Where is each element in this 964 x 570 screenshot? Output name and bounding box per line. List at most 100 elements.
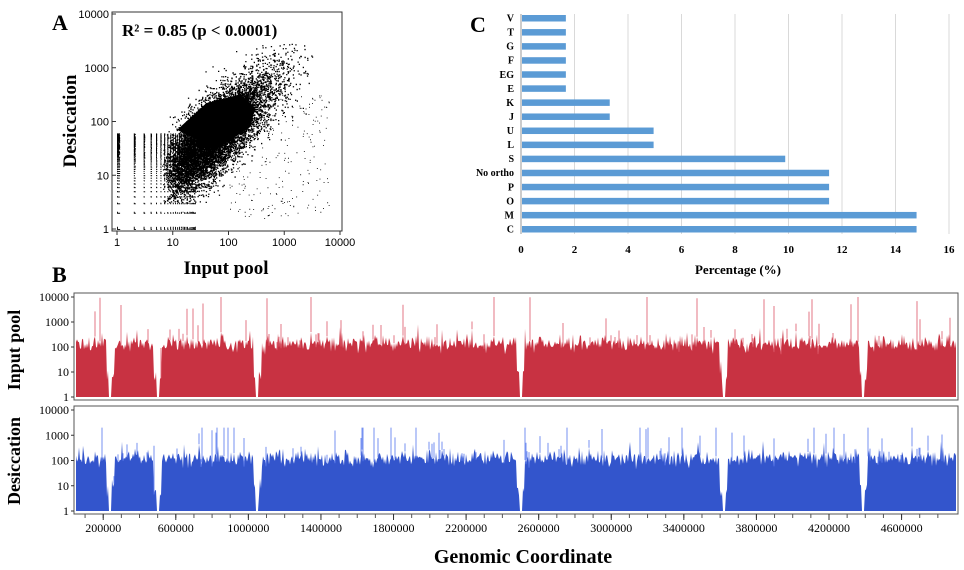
panel-c-x-tick-label: 10: [783, 244, 795, 256]
panel-a-x-ticks: 1 10 100 1000 10000: [114, 231, 355, 249]
panel-c-bar: [522, 211, 917, 219]
panel-b-x-tick-label: 3800000: [735, 521, 777, 535]
panel-c-bar: [522, 71, 566, 78]
panel-c-gridlines: [574, 14, 950, 234]
panel-a-y-axis-title: Desiccation: [60, 74, 81, 167]
panel-b-y-tick-label: 1: [63, 504, 69, 518]
panel-c-bar: [522, 127, 654, 135]
panel-c-category-label: T: [507, 28, 514, 39]
panel-b-x-tick-label: 3400000: [663, 521, 705, 535]
panel-c-bar: [522, 43, 566, 50]
panel-b-y-tick-label: 100: [51, 454, 69, 468]
panel-b-y-tick-label: 100: [51, 340, 69, 354]
panel-a-x-axis-title: Input pool: [183, 258, 268, 279]
panel-c-bar: [522, 29, 566, 36]
panel-c-bar: [522, 183, 830, 191]
panel-a-discrete-points: [117, 133, 196, 230]
panel-c-category-label: K: [506, 98, 514, 109]
panel-b-x-tick-label: 1000000: [227, 521, 269, 535]
panel-c-x-axis-title: Percentage (%): [695, 262, 781, 277]
panel-a-y-tick-label: 1000: [85, 63, 109, 75]
panel-c-bar: [522, 57, 566, 64]
panel-c-category-label: EG: [500, 70, 515, 81]
panel-c-x-tick-label: 12: [837, 244, 849, 256]
panel-c-letter: C: [470, 12, 486, 37]
panel-c-category-label: No ortho: [476, 168, 514, 179]
panel-c-category-label: M: [505, 210, 515, 221]
panel-b-y-tick-label: 1: [63, 390, 69, 404]
panel-c-category-label: F: [508, 56, 514, 67]
panel-b-x-tick-label: 4200000: [808, 521, 850, 535]
panel-b-desiccation-track: [76, 441, 956, 511]
panel-b-x-axis-title: Genomic Coordinate: [434, 546, 612, 568]
panel-a-x-tick-label: 10000: [325, 237, 356, 249]
panel-c-bars: [522, 15, 917, 233]
panel-c-x-tick-label: 0: [518, 244, 524, 256]
panel-c-category-label: P: [508, 182, 514, 193]
panel-b-input-pool-spikes: [94, 297, 951, 378]
panel-c-bar: [522, 99, 610, 106]
panel-c-bar: [522, 85, 566, 92]
panel-b-letter: B: [52, 262, 67, 287]
panel-c-category-label: S: [508, 154, 514, 165]
panel-c-x-ticks: 0 2 4 6 8 10 12 14 16: [518, 244, 955, 256]
panel-a-x-tick-label: 10: [167, 237, 179, 249]
panel-a-x-tick-label: 100: [219, 237, 237, 249]
panel-b-bottom-y-axis-title: Desiccation: [4, 417, 24, 505]
panel-c-category-label: L: [507, 140, 514, 151]
panel-c-x-tick-label: 6: [679, 244, 685, 256]
panel-c-bar: [522, 155, 786, 163]
panel-c-x-tick-label: 16: [944, 244, 956, 256]
panel-c-category-label: O: [506, 196, 514, 207]
panel-c-category-label: J: [509, 112, 514, 123]
panel-b-y-tick-label: 1000: [45, 428, 69, 442]
panel-c-category-label: V: [507, 14, 515, 25]
panel-b-y-tick-label: 10000: [39, 290, 69, 304]
panel-b-x-tick-label: 1400000: [300, 521, 342, 535]
panel-b-x-ticks: 200000 600000 1000000 1400000 1800000 2200000…: [84, 514, 939, 535]
panel-c-bar: [522, 141, 654, 149]
panel-a-y-tick-label: 10000: [78, 9, 109, 21]
panel-b-input-pool-track: [76, 324, 956, 397]
panel-a-y-tick-label: 100: [91, 117, 109, 129]
panel-b-top-y-ticks: 10000 1000 100 10 1: [39, 290, 74, 404]
panel-c-category-label: C: [507, 225, 514, 236]
panel-b-top-y-axis-title: Input pool: [4, 310, 24, 391]
panel-b-x-tick-label: 200000: [85, 521, 121, 535]
panel-a-y-tick-label: 10: [97, 170, 109, 182]
panel-a-x-tick-label: 1: [114, 237, 120, 249]
panel-c-x-tick-label: 2: [572, 244, 578, 256]
panel-a-x-tick-label: 1000: [272, 237, 296, 249]
panel-a-y-tick-label: 1: [103, 224, 109, 236]
panel-b-x-tick-label: 4600000: [881, 521, 923, 535]
panel-c-bar: [522, 226, 917, 233]
panel-b-x-tick-label: 3000000: [590, 521, 632, 535]
panel-c-bar: [522, 113, 610, 120]
panel-a-y-ticks: 1 10 100 1000 10000: [78, 9, 116, 236]
panel-b-bottom-y-ticks: 10000 1000 100 10 1: [39, 403, 74, 518]
panel-b-desiccation-spikes: [101, 427, 943, 495]
panel-c-bar: [522, 169, 830, 177]
panel-a-dense-core: [177, 94, 256, 150]
panel-b-y-tick-label: 10: [57, 479, 69, 493]
panel-c-x-tick-label: 8: [732, 244, 738, 256]
panel-b-x-tick-label: 600000: [158, 521, 194, 535]
panel-c-category-label: U: [507, 126, 514, 137]
panel-a-r2-annotation: R² = 0.85 (p < 0.0001): [122, 21, 277, 40]
panel-a-letter: A: [52, 10, 68, 35]
panel-b-x-tick-label: 2200000: [445, 521, 487, 535]
panel-c-bar: [522, 15, 566, 22]
panel-b-y-tick-label: 10: [57, 365, 69, 379]
panel-c-bar: [522, 197, 830, 205]
panel-c-x-tick-label: 14: [890, 244, 902, 256]
panel-c-category-label: E: [507, 84, 514, 95]
panel-b-x-tick-label: 2600000: [518, 521, 560, 535]
panel-c-x-tick-label: 4: [625, 244, 631, 256]
panel-b-x-tick-label: 1800000: [373, 521, 415, 535]
panel-b-y-tick-label: 10000: [39, 403, 69, 417]
panel-c-category-label: G: [506, 42, 514, 53]
panel-b-y-tick-label: 1000: [45, 315, 69, 329]
panel-a-scatter-points: [117, 43, 330, 230]
